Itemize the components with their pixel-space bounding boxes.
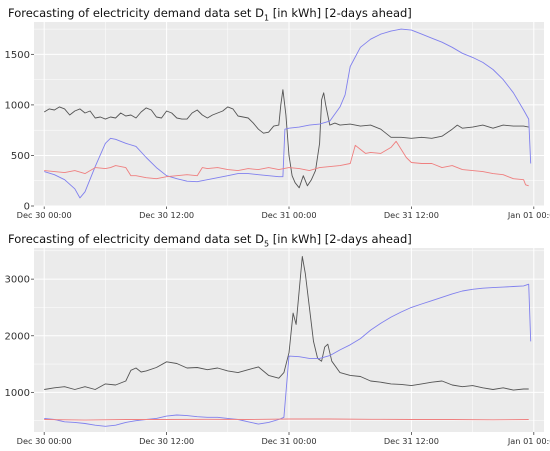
y-tick-label: 0 [24,202,30,213]
y-tick-label: 1000 [5,100,30,111]
y-tick-label: 3000 [5,275,30,286]
x-tick-label: Jan 01 00:00 [507,436,550,446]
y-tick-label: 1000 [5,388,30,399]
series-line-black [44,256,529,391]
chart-title: Forecasting of electricity demand data s… [8,6,412,23]
series-line-black [43,89,529,189]
x-tick-label: Dec 30 00:00 [17,436,72,446]
x-tick-label: Dec 31 00:00 [261,436,316,446]
plot-area: Dec 30 00:00 Dec 30 12:00 Dec 31 00:00 Dec … [5,22,550,220]
chart-d1: Forecasting of electricity demand data s… [0,0,550,225]
y-tick-label: 1500 [5,50,30,61]
series-line-blue [44,28,532,199]
plot-area: Dec 30 00:00 Dec 30 12:00 Dec 31 00:00 Dec … [5,248,550,446]
x-tick-label: Dec 30 12:00 [139,436,194,446]
x-tick-label: Dec 31 00:00 [261,210,316,220]
chart-d5: Forecasting of electricity demand data s… [0,226,550,451]
x-tick-label: Dec 30 12:00 [139,210,194,220]
y-tick-label: 500 [11,151,30,162]
chart-title: Forecasting of electricity demand data s… [8,232,412,249]
series-line-red [44,418,529,421]
x-tick-label: Dec 30 00:00 [17,210,72,220]
y-tick-label: 2000 [5,331,30,342]
x-tick-label: Dec 31 12:00 [384,210,439,220]
series-line-blue [44,283,532,427]
x-tick-label: Dec 31 12:00 [384,436,439,446]
x-tick-label: Jan 01 00:00 [507,210,550,220]
series-line-red [44,140,529,187]
